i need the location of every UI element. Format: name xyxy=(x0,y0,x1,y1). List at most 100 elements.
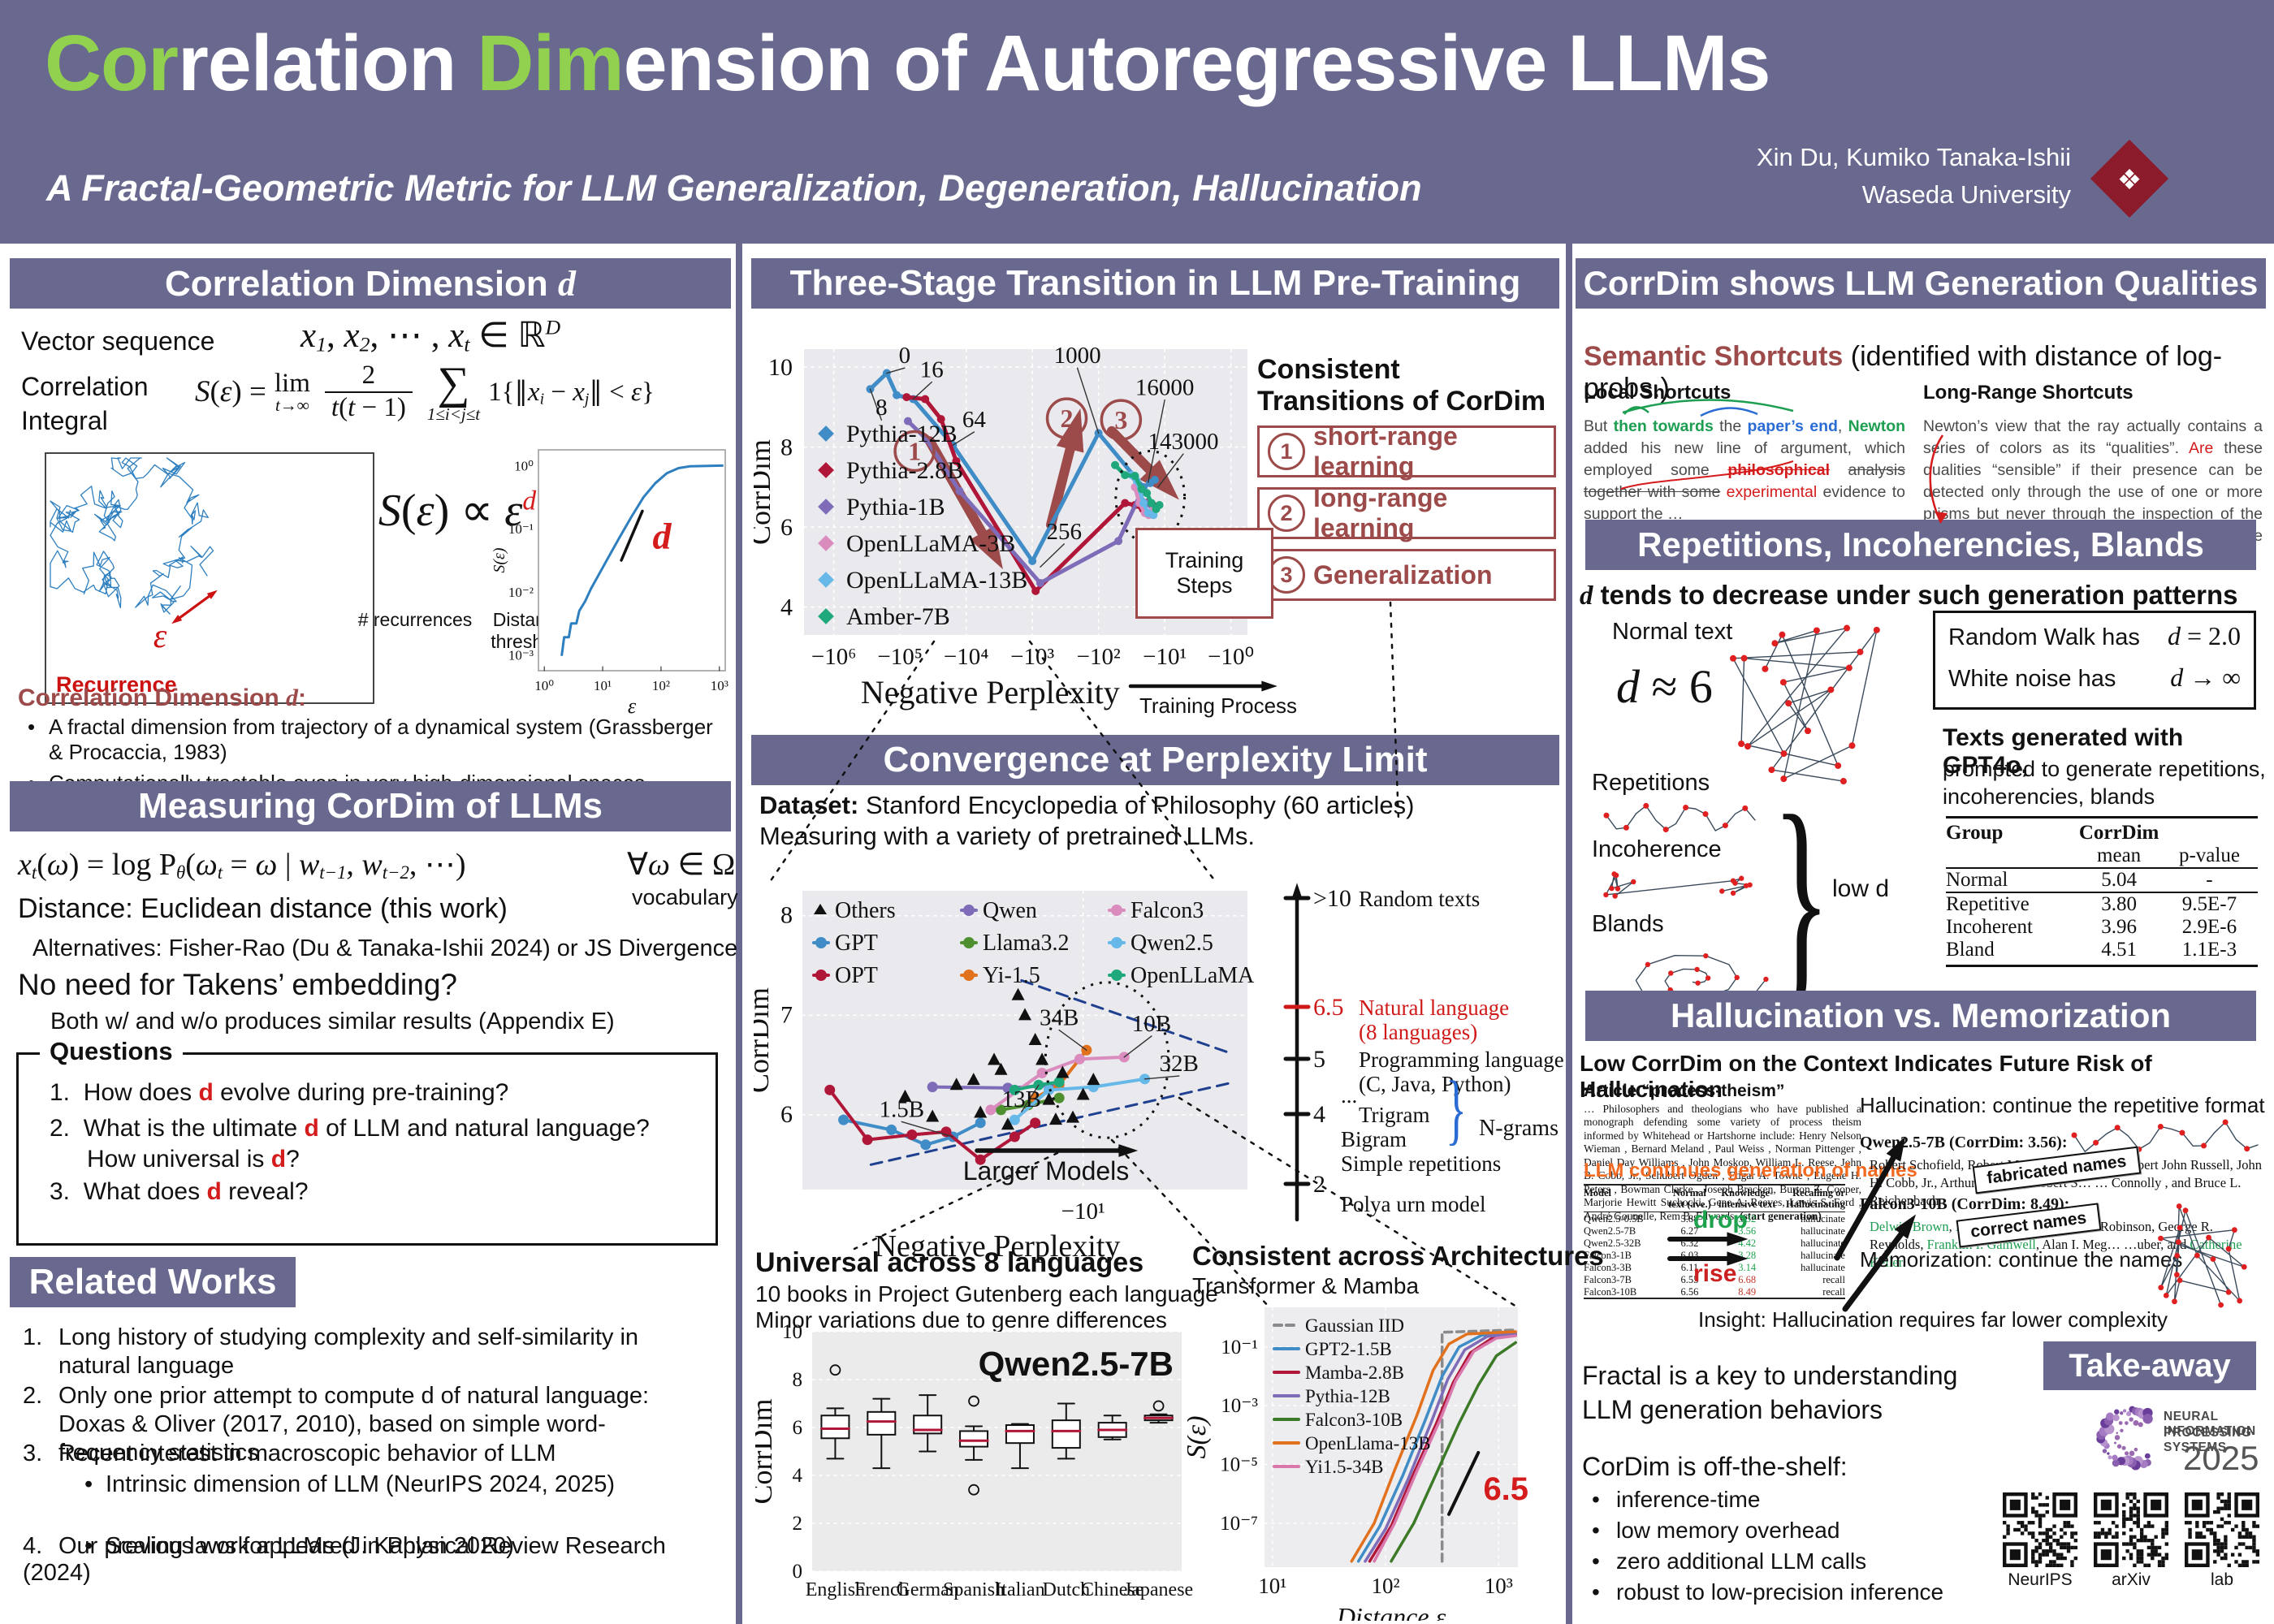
takeaway-line-2: LLM generation behaviors xyxy=(1582,1395,1883,1424)
svg-text:Qwen2.5: Qwen2.5 xyxy=(1131,931,1213,956)
svg-text:7: 7 xyxy=(780,1001,793,1028)
svg-text:N-grams: N-grams xyxy=(1479,1116,1559,1141)
takens-answer: Both w/ and w/o produces similar results… xyxy=(50,1009,615,1034)
correlation-integral-plot: 10⁰ 10⁻¹ 10⁻² 10⁻³ 10⁰ 10¹ 10² 10³ S(ε) ε d xyxy=(491,438,735,719)
svg-text:Polya urn model: Polya urn model xyxy=(1341,1192,1485,1216)
takeaway-bullets: inference-timelow memory overheadzero ad… xyxy=(1589,1484,1962,1608)
training-steps-box: Training Steps xyxy=(1135,528,1273,619)
related-works-item-4: 4. Our previous work appeared in Physical… xyxy=(23,1533,666,1586)
architectures-title: Consistent across Architectures xyxy=(1192,1241,1604,1271)
list-item: inference-time xyxy=(1589,1484,1962,1515)
svg-text:−10⁵: −10⁵ xyxy=(877,644,922,670)
hallucination-label: Hallucination: continue the repetitive f… xyxy=(1860,1093,2265,1117)
svg-text:>10: >10 xyxy=(1313,885,1351,912)
svg-text:Llama3.2: Llama3.2 xyxy=(983,931,1070,956)
neurips-text-2: PROCESSING SYSTEMS xyxy=(2164,1426,2252,1454)
memorization-trajectory xyxy=(2158,1203,2247,1308)
svg-text:OpenLlama-13B: OpenLlama-13B xyxy=(1305,1433,1431,1453)
corrdim-table-row-bland: Bland 4.51 1.1E-3 xyxy=(1946,939,2237,961)
svg-text:6: 6 xyxy=(780,1101,793,1128)
list-item: A fractal dimension from trajectory of a… xyxy=(21,715,718,765)
svg-text:2: 2 xyxy=(1061,404,1074,433)
svg-text:34B: 34B xyxy=(1040,1005,1079,1031)
svg-text:Yi1.5-34B: Yi1.5-34B xyxy=(1305,1457,1383,1477)
panel-title-text: Correlation Dimension d xyxy=(164,263,577,304)
recurrence-caption: Recurrence xyxy=(56,672,177,697)
svg-text:0: 0 xyxy=(793,1561,803,1583)
svg-text:8: 8 xyxy=(780,902,793,929)
neurips-year: 2025 xyxy=(2183,1439,2259,1477)
svg-text:6.5: 6.5 xyxy=(1313,994,1344,1021)
pretraining-chart: −10⁶ −10⁵ −10⁴ −10³ −10² −10¹ −10⁰46810CorrDim… xyxy=(754,343,1254,710)
svg-text:...: ... xyxy=(1341,1083,1357,1108)
svg-text:−10⁰: −10⁰ xyxy=(1208,644,1254,670)
alternatives-line: Alternatives: Fisher-Rao (Du & Tanaka-Is… xyxy=(32,935,738,961)
svg-text:2: 2 xyxy=(793,1513,803,1535)
svg-text:16000: 16000 xyxy=(1135,375,1195,401)
svg-text:10: 10 xyxy=(768,354,793,381)
svg-text:OpenLLaMA-13B: OpenLLaMA-13B xyxy=(846,567,1027,594)
question-2: 2. What is the ultimate d of LLM and nat… xyxy=(50,1115,650,1142)
training-process-label: Training Process xyxy=(1139,693,1298,718)
repetitions-label: Repetitions xyxy=(1592,770,1710,796)
low-d-brace-icon: } xyxy=(1772,767,1831,1031)
corrdim-table-row-repetitive: Repetitive 3.80 9.5E-7 xyxy=(1946,893,2237,915)
waseda-crest-icon: ❖ xyxy=(2116,165,2142,196)
svg-text:10¹: 10¹ xyxy=(1258,1574,1286,1598)
related-works-item-2: 2. Only one prior attempt to compute d of… xyxy=(23,1383,650,1466)
svg-text:−10¹: −10¹ xyxy=(1143,644,1187,670)
svg-text:10⁻⁷: 10⁻⁷ xyxy=(1220,1513,1258,1535)
svg-text:Qwen2.5-7B: Qwen2.5-7B xyxy=(979,1345,1174,1383)
svg-text:10³: 10³ xyxy=(711,678,728,693)
cordim-definition-heading: Correlation Dimension d: xyxy=(18,685,307,711)
panel-title-generation-qualities: CorrDim shows LLM Generation Qualities xyxy=(1576,258,2266,309)
svg-text:(C, Java, Python): (C, Java, Python) xyxy=(1359,1072,1511,1096)
correlation-integral-label-2: Integral xyxy=(21,406,108,435)
related-works-item-3a: Intrinsic dimension of LLM (NeurIPS 2024… xyxy=(78,1471,2274,1498)
poster-title: Correlation Dimension of Autoregressive … xyxy=(45,19,1770,107)
svg-text:10⁻²: 10⁻² xyxy=(508,585,534,600)
stage-1-box: 1 short-range learning xyxy=(1257,421,1556,481)
svg-text:3: 3 xyxy=(1114,405,1127,434)
panel-title-correlation-dimension: Correlation Dimension d xyxy=(10,258,731,309)
related-works-item-3b: Scaling laws for LLMs (J. Kaplan 2020) xyxy=(78,1533,2274,1560)
svg-text:GPT: GPT xyxy=(835,931,878,956)
svg-text:S(ε): S(ε) xyxy=(1187,1415,1212,1458)
languages-sub-1: 10 books in Project Gutenberg each langu… xyxy=(755,1281,1218,1307)
list-item: low memory overhead xyxy=(1589,1515,1962,1546)
affiliation: Waseda University xyxy=(1861,180,2071,209)
svg-text:−10¹: −10¹ xyxy=(1061,1199,1105,1224)
list-item: robust to low-precision inference xyxy=(1589,1577,1962,1608)
svg-text:−10⁶: −10⁶ xyxy=(811,644,856,670)
svg-text:Bigram: Bigram xyxy=(1341,1127,1407,1151)
svg-text:}: } xyxy=(1446,1066,1467,1154)
svg-text:2: 2 xyxy=(1313,1171,1325,1198)
header-band xyxy=(0,0,2274,244)
svg-text:64: 64 xyxy=(962,407,987,433)
stage-1-number-icon: 1 xyxy=(1268,433,1305,470)
svg-text:Falcon3: Falcon3 xyxy=(1131,898,1204,923)
svg-text:−10²: −10² xyxy=(1077,644,1121,670)
svg-text:10⁻¹: 10⁻¹ xyxy=(508,521,534,537)
svg-text:Japanese: Japanese xyxy=(1124,1579,1193,1600)
svg-text:1: 1 xyxy=(908,437,921,466)
svg-text:d: d xyxy=(652,515,672,556)
dataset-line-1: Dataset: Stanford Encyclopedia of Philos… xyxy=(759,791,1415,819)
normal-text-label: Normal text xyxy=(1612,619,1733,645)
corrdim-table-row-incoherent: Incoherent 3.96 2.9E-6 xyxy=(1946,916,2237,938)
vector-sequence-formula: x1, x2, ⋯ , xt ∈ ℝD xyxy=(300,315,561,356)
svg-text:GPT2-1.5B: GPT2-1.5B xyxy=(1305,1339,1392,1359)
neurips-text-1: NEURAL INFORMATION xyxy=(2164,1410,2256,1438)
gpt4o-sub-2: incoherencies, blands xyxy=(1943,784,2155,809)
correlation-integral-formula: S(ε) = lim t→∞ 2 t(t − 1) ∑ 1≤i<j≤t 1{∥x… xyxy=(195,361,655,424)
recurrences-annotation: # recurrences xyxy=(357,609,473,630)
svg-text:Pythia-1B: Pythia-1B xyxy=(846,494,945,520)
qr-code-arxiv xyxy=(2094,1492,2168,1567)
svg-text:Chinese: Chinese xyxy=(1081,1579,1143,1600)
svg-text:OPT: OPT xyxy=(835,963,878,988)
question-2b: How universal is d? xyxy=(87,1146,300,1173)
svg-text:5: 5 xyxy=(1313,1046,1325,1073)
article-title: Article “process-theism” xyxy=(1584,1082,1785,1100)
takeaway-line-1: Fractal is a key to understanding xyxy=(1582,1361,1958,1390)
article-excerpt: … Philosophers and theologians who have … xyxy=(1584,1103,1861,1222)
